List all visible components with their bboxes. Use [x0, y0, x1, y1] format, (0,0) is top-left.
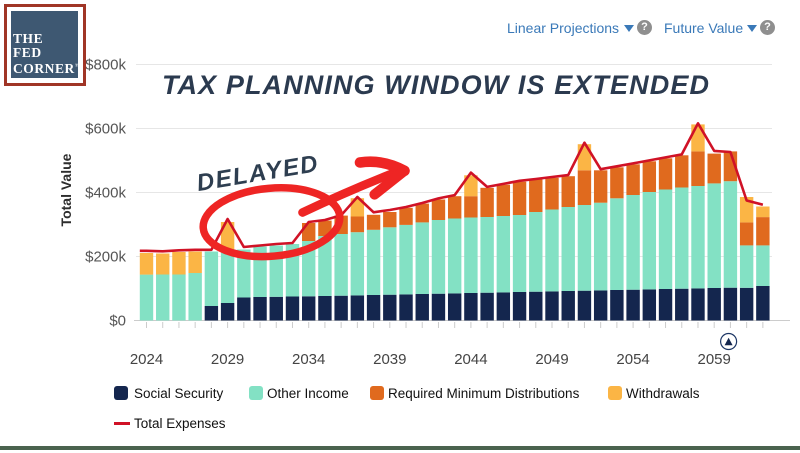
svg-text:$400k: $400k	[85, 185, 126, 202]
svg-text:2029: 2029	[211, 351, 244, 368]
svg-text:2049: 2049	[535, 351, 568, 368]
svg-text:2054: 2054	[616, 351, 649, 368]
svg-text:$200k: $200k	[85, 249, 126, 266]
svg-text:2059: 2059	[698, 351, 731, 368]
svg-text:$600k: $600k	[85, 121, 126, 138]
svg-text:$800k: $800k	[85, 57, 126, 74]
svg-text:2034: 2034	[292, 351, 325, 368]
svg-text:2044: 2044	[454, 351, 487, 368]
svg-text:$0: $0	[109, 313, 126, 330]
svg-text:2024: 2024	[130, 351, 163, 368]
svg-text:2039: 2039	[373, 351, 406, 368]
